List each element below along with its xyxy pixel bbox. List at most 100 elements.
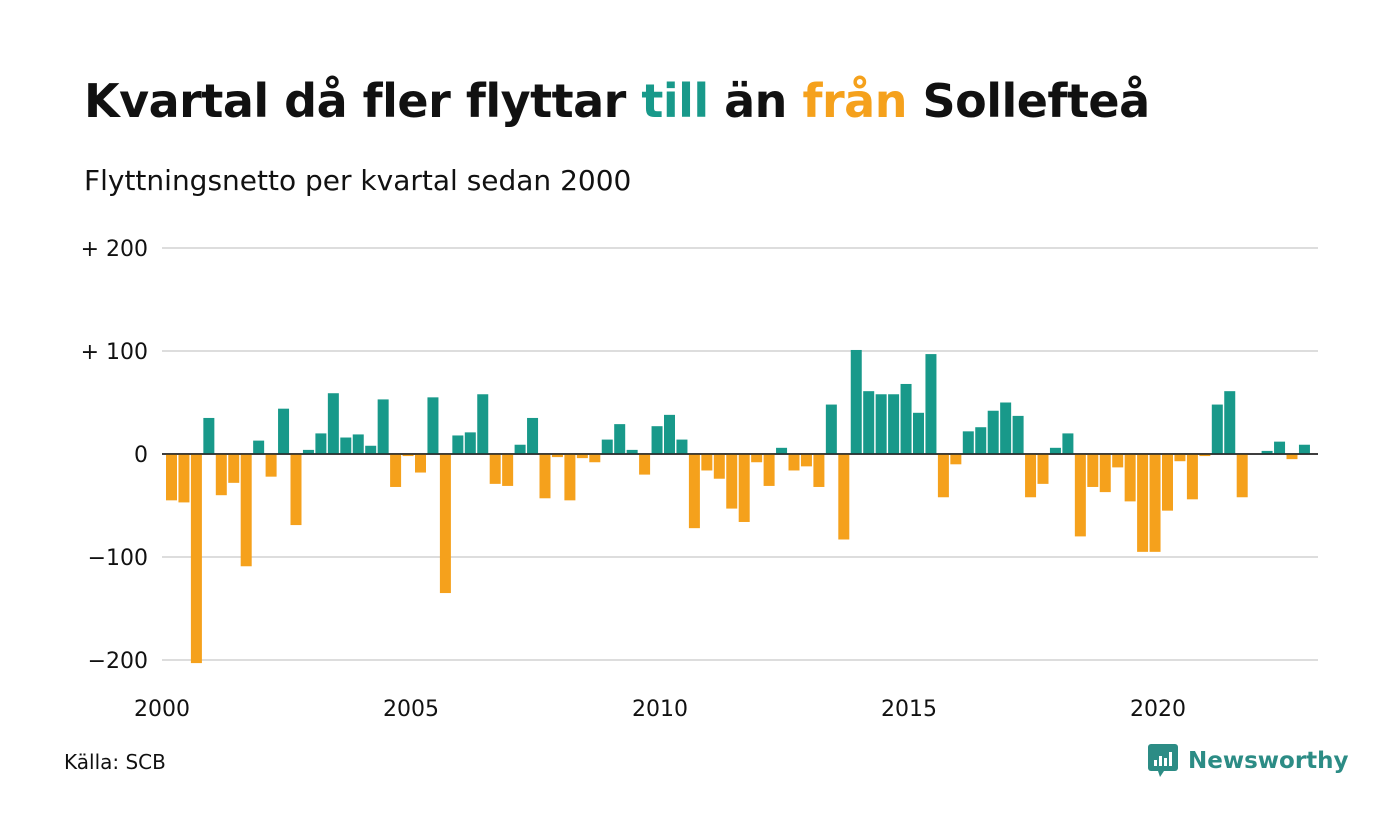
- bar: [788, 454, 800, 471]
- chart-subtitle: Flyttningsnetto per kvartal sedan 2000: [84, 164, 632, 197]
- chart-title: Kvartal då fler flyttar till än från Sol…: [84, 74, 1150, 128]
- bar: [290, 454, 302, 526]
- bar: [888, 394, 900, 454]
- bar: [900, 383, 912, 454]
- bar: [838, 454, 850, 540]
- bar: [1074, 454, 1086, 537]
- bar: [962, 431, 974, 454]
- bar: [166, 454, 177, 501]
- x-tick-label: 2000: [134, 697, 190, 722]
- bar: [751, 454, 763, 463]
- bar: [340, 437, 352, 454]
- bar: [415, 454, 426, 473]
- bar: [1236, 454, 1248, 498]
- bar: [1112, 454, 1124, 468]
- bar: [278, 408, 290, 454]
- bar: [763, 454, 775, 486]
- bar: [1000, 402, 1012, 454]
- bar: [377, 399, 389, 454]
- bar: [1224, 391, 1236, 454]
- title-fran: från: [802, 74, 907, 128]
- bar: [1298, 444, 1310, 454]
- bar: [1049, 447, 1061, 454]
- y-tick-label: + 200: [81, 237, 148, 262]
- bar: [589, 454, 601, 463]
- bar: [738, 454, 750, 522]
- bar: [203, 417, 215, 454]
- bar: [601, 439, 613, 454]
- bar: [713, 454, 725, 479]
- bar: [875, 394, 887, 454]
- bar: [452, 435, 464, 454]
- newsworthy-logo-icon: [1148, 744, 1178, 777]
- y-tick-label: + 100: [81, 340, 148, 365]
- bar: [1274, 441, 1286, 454]
- bar: [527, 417, 539, 454]
- bar: [1025, 454, 1037, 498]
- bar: [614, 424, 626, 454]
- bar: [352, 434, 364, 454]
- bar: [240, 454, 252, 567]
- bar: [950, 454, 962, 465]
- bar: [489, 454, 501, 484]
- bar: [265, 454, 277, 477]
- bar: [564, 454, 576, 501]
- bar: [402, 454, 414, 457]
- y-tick-label: 0: [134, 443, 148, 468]
- bar: [1174, 454, 1186, 462]
- bar: [1124, 454, 1136, 502]
- bar: [1087, 454, 1099, 487]
- bar: [863, 391, 875, 454]
- bar: [464, 432, 476, 454]
- bar: [1099, 454, 1111, 493]
- bar: [178, 454, 190, 503]
- bar: [913, 412, 924, 454]
- bar: [477, 394, 489, 454]
- bar: [1186, 454, 1198, 500]
- bar: [1137, 454, 1149, 552]
- bar: [439, 454, 451, 594]
- bar: [726, 454, 738, 509]
- bar: [701, 454, 713, 471]
- x-tick-label: 2010: [632, 697, 688, 722]
- bar: [850, 349, 862, 454]
- bar: [676, 439, 688, 454]
- x-tick-label: 2015: [881, 697, 937, 722]
- bar: [502, 454, 514, 486]
- bar: [1012, 415, 1024, 454]
- title-part1: Kvartal då fler flyttar: [84, 74, 642, 128]
- title-part2: än: [708, 74, 803, 128]
- x-tick-label: 2020: [1130, 697, 1186, 722]
- bar: [688, 454, 700, 529]
- bar: [551, 454, 563, 458]
- bar: [1162, 454, 1173, 511]
- bar: [776, 447, 788, 454]
- bar: [1037, 454, 1049, 484]
- bar: [1286, 454, 1298, 460]
- bar: [215, 454, 227, 496]
- bar: [813, 454, 825, 487]
- bar: [576, 454, 588, 459]
- bar: [800, 454, 812, 467]
- bar: [302, 449, 314, 454]
- bar: [664, 414, 675, 454]
- bar: [427, 397, 439, 454]
- bar: [825, 404, 837, 454]
- bar: [626, 449, 638, 454]
- bar: [1211, 404, 1223, 454]
- bar: [365, 445, 377, 454]
- brand-logo: Newsworthy: [1148, 744, 1349, 778]
- bar: [651, 426, 663, 454]
- title-till: till: [641, 74, 709, 128]
- bar: [228, 454, 240, 483]
- bar: [327, 393, 339, 454]
- bar: [390, 454, 402, 487]
- bar: [975, 427, 987, 454]
- source-note: Källa: SCB: [64, 750, 166, 774]
- bar: [925, 354, 937, 454]
- brand-name: Newsworthy: [1188, 748, 1349, 774]
- bar: [253, 440, 265, 454]
- y-tick-label: −100: [88, 546, 148, 571]
- x-tick-label: 2005: [383, 697, 439, 722]
